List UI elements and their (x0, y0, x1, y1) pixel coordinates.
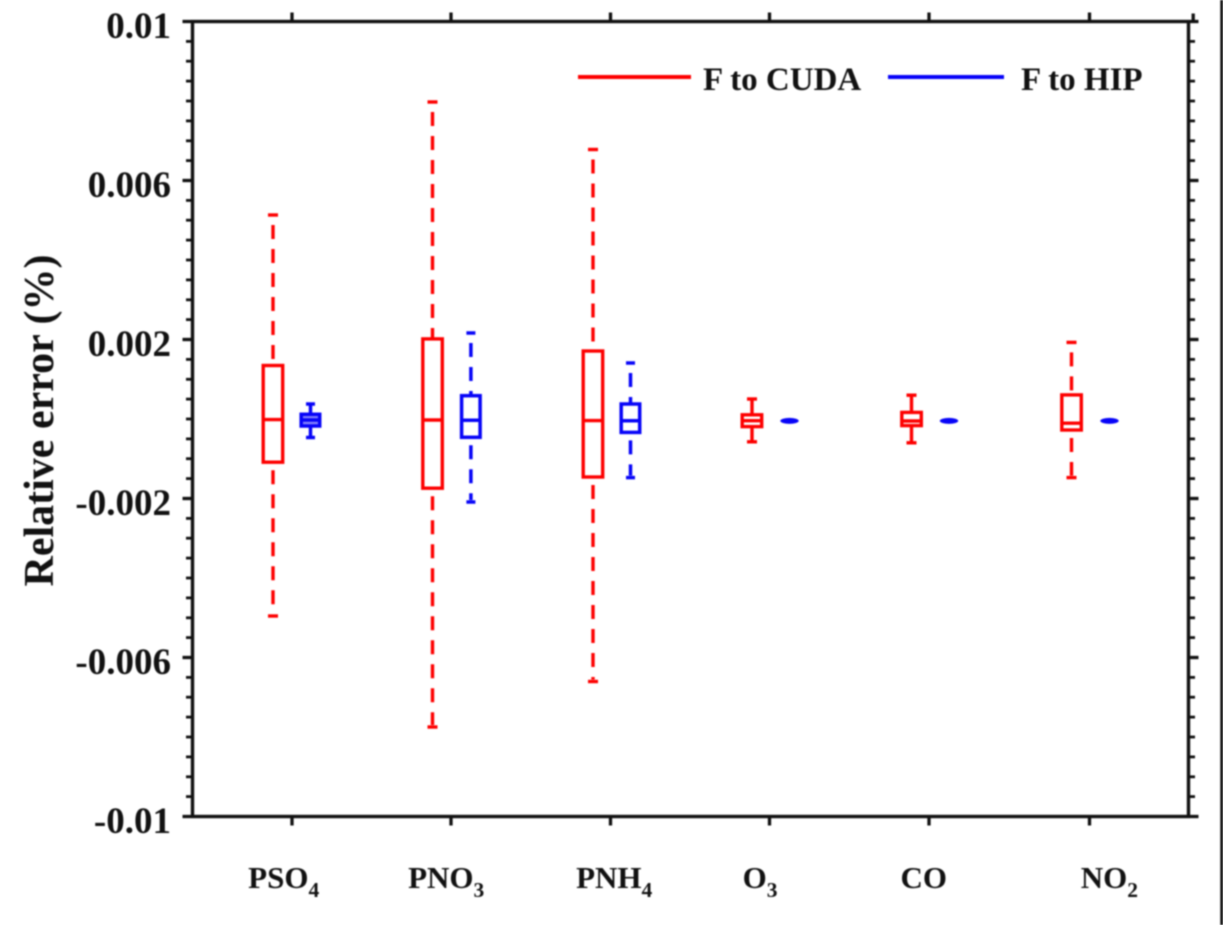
svg-text:F to HIP: F to HIP (1021, 62, 1143, 98)
svg-text:F to CUDA: F to CUDA (703, 62, 861, 98)
svg-text:-0.002: -0.002 (75, 483, 171, 524)
svg-text:Relative error (%): Relative error (%) (17, 255, 63, 587)
svg-text:-0.006: -0.006 (75, 642, 171, 683)
svg-text:-0.01: -0.01 (94, 801, 171, 842)
svg-text:CO: CO (900, 860, 947, 895)
svg-text:0.006: 0.006 (88, 165, 171, 206)
svg-text:0.002: 0.002 (88, 324, 171, 365)
svg-text:0.01: 0.01 (106, 6, 171, 47)
